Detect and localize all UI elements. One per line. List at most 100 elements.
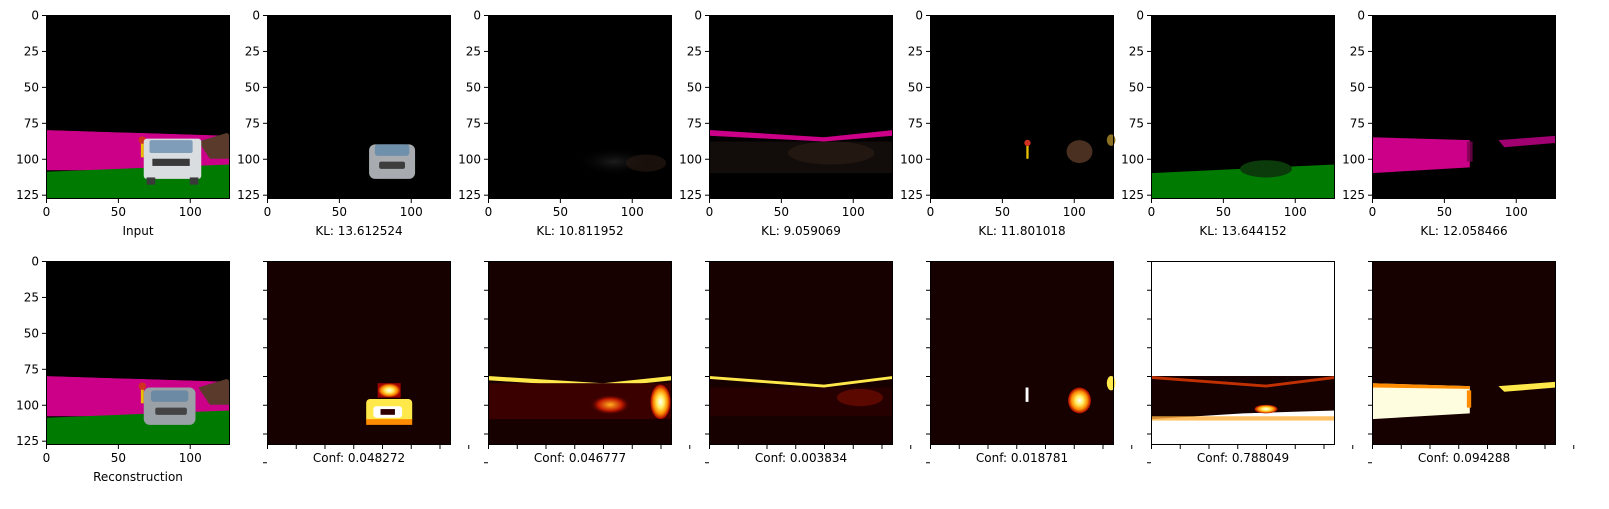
x-tick-label: 100	[1505, 205, 1528, 219]
subplot-label: KL: 13.644152	[1199, 224, 1286, 238]
image-background	[267, 15, 451, 199]
y-tick-label: 75	[1129, 116, 1144, 130]
axes-frame	[709, 15, 893, 199]
y-tick-label: 50	[1129, 80, 1144, 94]
subplot-label: KL: 9.059069	[761, 224, 841, 238]
x-tick-label: 100	[842, 205, 865, 219]
image-background	[930, 15, 1114, 199]
y-tick-label: 25	[908, 44, 923, 58]
subplot-top-5: 0 50 100 0 25 50 75 100 125 KL: 11.801018	[900, 9, 1116, 238]
y-tick-label: 75	[24, 362, 39, 376]
subplot-top-1: 0 50 100 0 25 50 75 100 125 Input	[16, 9, 230, 238]
magenta-region	[1466, 141, 1473, 162]
heatmap-background	[930, 261, 1114, 445]
faint-mark	[626, 154, 667, 172]
subplot-bottom-5: Conf: 0.018781	[926, 261, 1133, 465]
debris-mark	[1106, 134, 1116, 146]
subplot-top-3: 0 50 100 0 25 50 75 100 125 KL: 10.811952	[458, 9, 672, 238]
y-tick-label: 0	[252, 9, 260, 23]
heat-mark	[366, 419, 413, 425]
x-tick-label: 0	[43, 205, 51, 219]
x-tick-label: 0	[1369, 205, 1377, 219]
axes-frame	[488, 261, 672, 445]
heatmap-background	[267, 261, 451, 445]
heat-mark	[488, 383, 672, 420]
y-tick-label: 25	[24, 44, 39, 58]
y-tick-label: 75	[245, 116, 260, 130]
car-wheel	[146, 177, 156, 185]
green-region	[1151, 164, 1335, 199]
y-tick-label: 50	[466, 80, 481, 94]
x-tick-label: 100	[400, 205, 423, 219]
heat-mark	[1106, 376, 1116, 391]
axes-frame	[267, 15, 451, 199]
subplot-label: KL: 13.612524	[315, 224, 402, 238]
y-tick-label: 125	[458, 188, 481, 202]
debris-mark	[1066, 140, 1093, 164]
heat-mark	[1466, 390, 1472, 408]
y-tick-label: 50	[24, 80, 39, 94]
y-tick-label: 125	[1121, 188, 1144, 202]
car-window	[374, 144, 410, 156]
heat-mark	[1151, 416, 1335, 421]
pole-mark	[140, 140, 144, 158]
x-tick-label: 100	[621, 205, 644, 219]
y-tick-label: 125	[679, 188, 702, 202]
sky-region	[46, 376, 230, 382]
axes-frame	[930, 15, 1114, 199]
heat-mark	[1254, 404, 1278, 414]
heat-line	[709, 376, 893, 388]
subplot-bottom-7: Conf: 0.094288	[1368, 261, 1575, 465]
pole-top-mark	[138, 382, 147, 390]
magenta-line	[709, 130, 893, 142]
x-tick-label: 50	[553, 205, 568, 219]
heat-mark	[1151, 376, 1335, 420]
magenta-region	[1498, 135, 1556, 148]
y-tick-label: 100	[237, 152, 260, 166]
pole-mark	[1026, 144, 1029, 159]
y-tick-label: 75	[1350, 116, 1365, 130]
y-tick-label: 50	[1350, 80, 1365, 94]
x-tick-label: 0	[927, 205, 935, 219]
y-tick-label: 100	[458, 152, 481, 166]
magenta-region	[46, 130, 230, 171]
heat-mark	[1372, 383, 1470, 420]
x-tick-label: 50	[111, 205, 126, 219]
axes-frame	[267, 261, 451, 445]
heat-mark	[836, 388, 883, 407]
subplot-label: Conf: 0.788049	[1197, 451, 1289, 465]
axes-frame	[1372, 261, 1556, 445]
subplot-bottom-1: 0 50 100 0 25 50 75 100 125 Reconstruction	[16, 255, 230, 484]
subplot-label: KL: 11.801018	[978, 224, 1065, 238]
x-tick-label: 0	[1148, 205, 1156, 219]
y-tick-label: 125	[900, 188, 923, 202]
subplot-label: Conf: 0.018781	[976, 451, 1068, 465]
car-window	[149, 140, 193, 153]
y-tick-label: 100	[679, 152, 702, 166]
x-tick-label: 50	[1437, 205, 1452, 219]
sky-region	[46, 130, 230, 136]
y-tick-label: 25	[245, 44, 260, 58]
x-tick-label: 100	[1063, 205, 1086, 219]
heat-mark	[1372, 383, 1470, 389]
x-tick-label: 0	[43, 451, 51, 465]
heat-mark	[590, 394, 631, 415]
subplot-top-7: 0 50 100 0 25 50 75 100 125 KL: 12.058466	[1342, 9, 1556, 238]
subplot-label: KL: 10.811952	[536, 224, 623, 238]
x-tick-label: 50	[111, 451, 126, 465]
car-grille	[379, 161, 405, 169]
faint-mark	[788, 141, 875, 165]
debris-mark	[198, 132, 230, 159]
y-tick-label: 75	[466, 116, 481, 130]
heat-line	[1151, 376, 1335, 388]
car-wheel	[189, 177, 199, 185]
x-tick-label: 100	[1284, 205, 1307, 219]
heat-mark	[650, 384, 671, 420]
y-tick-label: 125	[1342, 188, 1365, 202]
debris-mark	[198, 378, 230, 405]
heat-mark	[380, 409, 395, 415]
y-tick-label: 75	[908, 116, 923, 130]
axes-frame	[46, 15, 230, 199]
y-tick-label: 100	[16, 152, 39, 166]
subplot-label: Reconstruction	[93, 470, 183, 484]
